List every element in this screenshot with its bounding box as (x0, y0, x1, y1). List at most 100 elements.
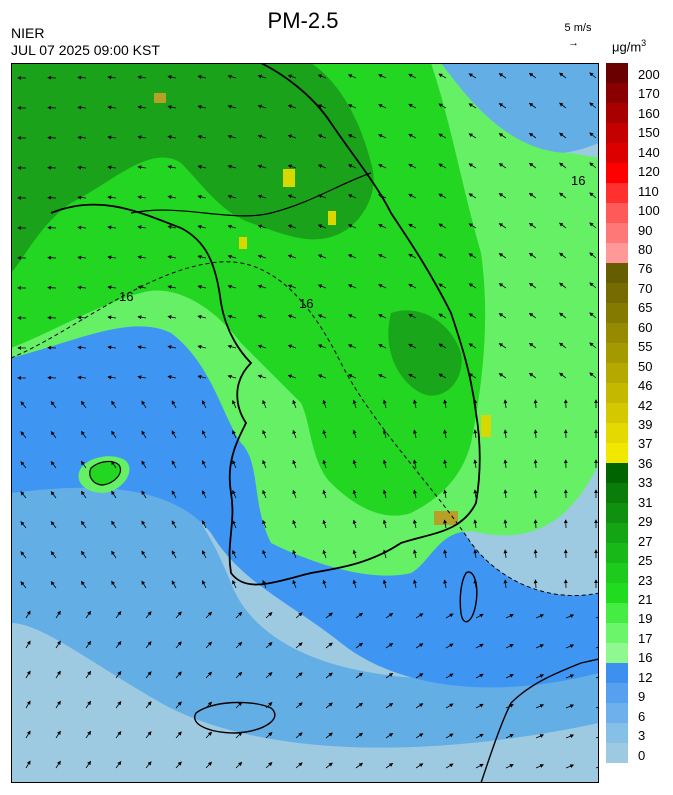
wind-arrow-icon (85, 760, 92, 769)
wind-arrow-icon (141, 430, 147, 439)
legend-swatch (606, 83, 628, 104)
wind-arrow-icon (322, 399, 327, 409)
wind-arrow-icon (382, 579, 387, 589)
southern-island (194, 701, 276, 734)
wind-arrow-icon (535, 764, 545, 769)
pm25-map: 16 16 16 (11, 63, 599, 783)
wind-arrow-icon (77, 135, 87, 140)
wind-arrow-icon (287, 284, 297, 289)
wind-arrow-icon (137, 285, 147, 290)
wind-arrow-icon (528, 252, 537, 259)
wind-arrow-icon (565, 674, 575, 679)
wind-arrow-icon (115, 700, 122, 709)
wind-arrow-icon (77, 255, 87, 260)
wind-arrow-icon (167, 135, 177, 140)
wind-arrow-icon (107, 75, 117, 80)
wind-arrow-icon (167, 195, 177, 200)
wind-arrow-icon (262, 549, 267, 559)
wind-arrow-icon (257, 344, 267, 349)
wind-arrow-icon (107, 345, 117, 350)
wind-arrow-icon (202, 460, 207, 469)
jeju-island (89, 460, 121, 486)
wind-arrow-icon (565, 644, 575, 649)
wind-arrow-icon (107, 285, 117, 290)
wind-arrow-icon (528, 342, 537, 349)
wind-reference-arrow-icon: → (568, 37, 579, 49)
wind-arrow-icon (227, 254, 237, 259)
wind-arrow-icon (80, 460, 87, 469)
wind-arrow-icon (355, 702, 364, 709)
wind-arrow-icon (468, 163, 477, 169)
wind-arrow-icon (232, 430, 237, 439)
wind-arrow-icon (408, 103, 417, 109)
wind-arrow-icon (115, 610, 122, 619)
wind-arrow-icon (473, 549, 478, 559)
wind-arrow-icon (137, 315, 147, 320)
legend-tick-label: 29 (638, 514, 653, 530)
wind-arrow-icon (167, 285, 177, 290)
wind-arrow-icon (85, 640, 92, 649)
wind-arrow-icon (85, 610, 92, 619)
wind-arrow-icon (25, 640, 31, 649)
wind-arrow-icon (77, 315, 87, 320)
wind-arrow-icon (473, 579, 478, 589)
wind-arrow-icon (535, 704, 545, 709)
legend-tick-label: 110 (638, 183, 659, 199)
wind-arrow-icon (589, 222, 597, 229)
legend-swatch (606, 263, 628, 284)
wind-arrow-icon (287, 224, 297, 229)
wind-arrow-icon (413, 459, 417, 469)
pm-hotspot-yellow (328, 211, 336, 225)
wind-arrow-icon (115, 730, 122, 739)
wind-arrow-icon (378, 374, 387, 379)
wind-arrow-icon (468, 373, 477, 379)
wind-arrow-icon (595, 766, 599, 769)
wind-arrow-icon (50, 490, 57, 499)
wind-arrow-icon (295, 672, 303, 679)
wind-arrow-icon (352, 519, 357, 529)
wind-arrow-icon (352, 489, 357, 499)
wind-arrow-icon (85, 700, 92, 709)
wind-arrow-icon (167, 75, 177, 80)
wind-arrow-icon (77, 285, 87, 290)
wind-arrow-icon (468, 193, 477, 199)
wind-arrow-icon (408, 283, 417, 289)
wind-arrow-icon (468, 103, 477, 109)
legend-tick-label: 27 (638, 533, 653, 549)
wind-arrow-icon (287, 374, 297, 379)
wind-arrow-icon (115, 760, 122, 769)
wind-arrow-icon (171, 430, 177, 439)
wind-arrow-icon (589, 102, 597, 109)
wind-arrow-icon (197, 374, 207, 379)
legend-swatch (606, 543, 628, 564)
wind-arrow-icon (408, 73, 417, 79)
wind-arrow-icon (287, 74, 297, 79)
wind-arrow-icon (438, 373, 447, 379)
wind-arrow-icon (80, 550, 87, 559)
legend-swatch (606, 203, 628, 224)
wind-arrow-icon (528, 312, 537, 319)
wind-arrow-icon (595, 676, 599, 679)
wind-arrow-icon (317, 194, 327, 199)
wind-arrow-icon (171, 400, 177, 409)
wind-arrow-icon (378, 104, 387, 109)
legend-swatch (606, 123, 628, 144)
wind-arrow-icon (408, 163, 417, 169)
wind-arrow-icon (80, 400, 87, 409)
wind-arrow-icon (385, 613, 394, 619)
wind-arrow-icon (473, 429, 478, 439)
contour-label: 16 (571, 173, 585, 188)
legend-tick-label: 150 (638, 125, 660, 141)
wind-arrow-icon (80, 520, 87, 529)
wind-arrow-icon (292, 519, 297, 529)
color-legend (606, 63, 628, 763)
wind-arrow-icon (171, 580, 177, 589)
wind-arrow-icon (468, 73, 477, 79)
wind-arrow-icon (468, 343, 477, 349)
wind-arrow-icon (317, 164, 327, 169)
wind-arrow-icon (347, 74, 357, 79)
wind-arrow-icon (498, 193, 507, 199)
wind-arrow-icon (171, 520, 177, 529)
legend-tick-label: 21 (638, 592, 653, 607)
wind-arrow-icon (257, 134, 267, 139)
